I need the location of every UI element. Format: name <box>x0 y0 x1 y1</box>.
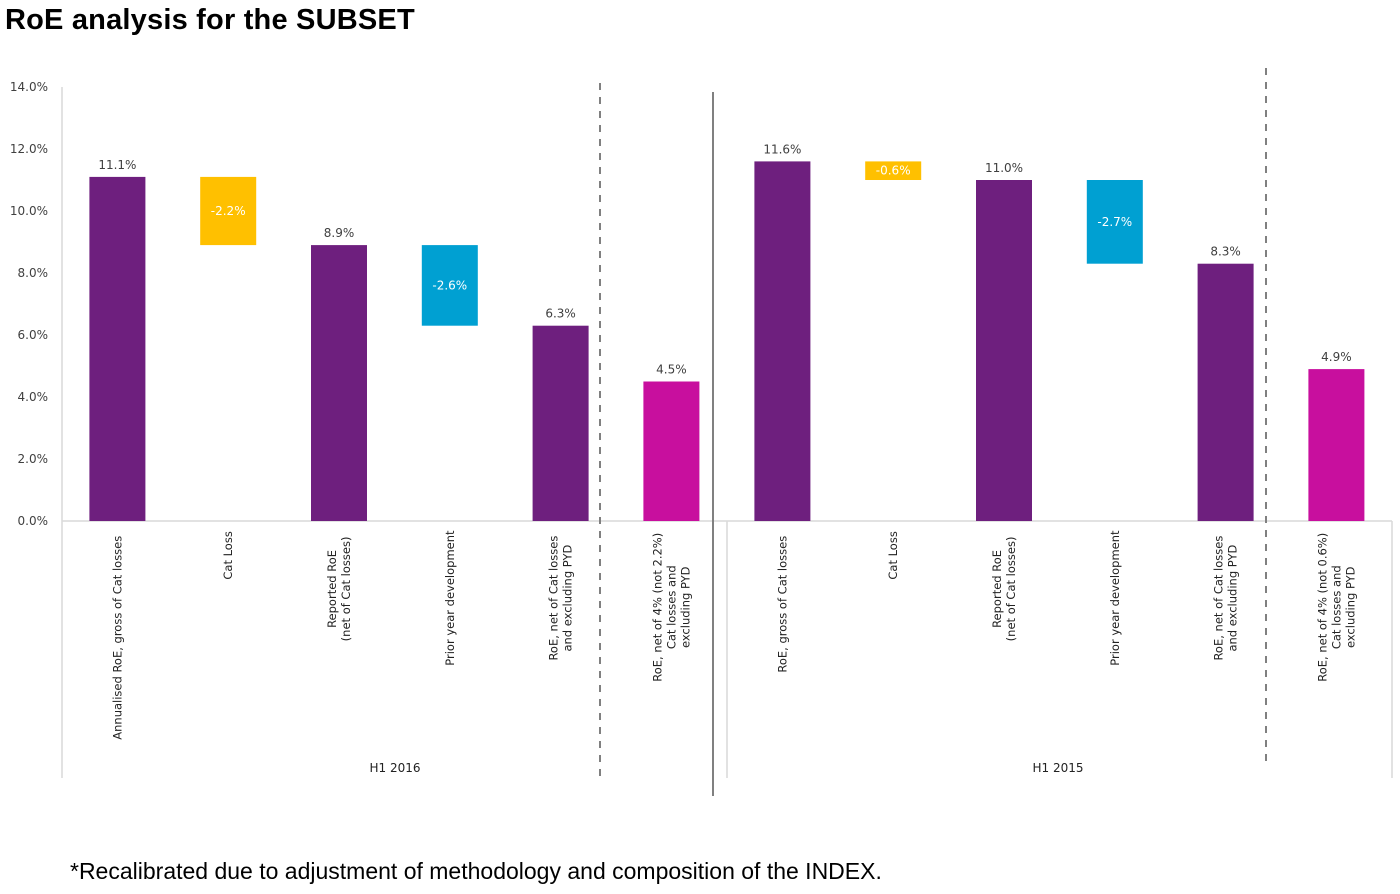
category-label: Prior year development <box>443 530 457 666</box>
bar-total <box>311 245 367 521</box>
separators <box>599 68 1267 796</box>
data-label: -2.2% <box>211 204 246 218</box>
data-label: -2.6% <box>432 278 467 292</box>
category-label-line: and excluding PYD <box>561 545 575 652</box>
bar-total <box>754 161 811 521</box>
data-label: 6.3% <box>545 307 576 321</box>
data-label: 11.6% <box>763 142 801 156</box>
category-label-line: Cat losses and <box>664 565 678 649</box>
category-label: Annualised RoE, gross of Cat losses <box>110 536 124 740</box>
category-label-line: RoE, gross of Cat losses <box>775 536 789 673</box>
category-label-line: Annualised RoE, gross of Cat losses <box>110 536 124 740</box>
group-label: H1 2015 <box>1032 761 1083 775</box>
data-label: -2.7% <box>1097 215 1132 229</box>
category-label-line: RoE, net of 4% (not 2.2%) <box>650 533 664 682</box>
y-tick-label: 2.0% <box>18 452 49 466</box>
category-label-line: excluding PYD <box>678 566 692 648</box>
bar-pyd <box>1086 180 1143 264</box>
bar-pyd <box>421 245 478 326</box>
category-label: RoE, net of Cat lossesand excluding PYD <box>547 536 575 661</box>
category-label: Cat Loss <box>886 531 900 579</box>
category-label-line: Cat losses and <box>1329 565 1343 649</box>
category-label-line: Prior year development <box>1108 530 1122 666</box>
category-label: Reported RoE(net of Cat losses) <box>325 537 353 642</box>
data-label: -0.6% <box>876 164 911 178</box>
category-label: RoE, net of 4% (not 2.2%)Cat losses ande… <box>650 533 692 682</box>
bar-total <box>89 176 146 521</box>
bars <box>89 161 1365 521</box>
category-label-line: Prior year development <box>443 530 457 666</box>
data-label: 11.1% <box>98 158 136 172</box>
category-label: RoE, net of 4% (not 0.6%)Cat losses ande… <box>1315 533 1357 682</box>
category-label-line: Reported RoE <box>325 550 339 628</box>
category-label-line: RoE, net of 4% (not 0.6%) <box>1315 533 1329 682</box>
y-tick-label: 8.0% <box>18 266 49 280</box>
bar-cat_loss <box>865 161 922 180</box>
axes: 0.0% 2.0% 4.0% 6.0% 8.0% 10.0% 12.0% 14.0% <box>10 80 1393 778</box>
category-label: Reported RoE(net of Cat losses) <box>990 537 1018 642</box>
data-label: 11.0% <box>985 161 1023 175</box>
category-label-line: excluding PYD <box>1343 566 1357 648</box>
group-label: H1 2016 <box>369 761 420 775</box>
category-label: Prior year development <box>1108 530 1122 666</box>
bar-total <box>532 325 589 521</box>
y-tick-label: 10.0% <box>10 204 48 218</box>
bar-adjusted <box>643 381 700 521</box>
data-label: 8.9% <box>324 226 355 240</box>
y-tick-label: 0.0% <box>18 514 49 528</box>
category-label-line: RoE, net of Cat losses <box>547 536 561 661</box>
bar-total <box>976 180 1032 521</box>
bar-total <box>1197 263 1254 521</box>
category-label-line: RoE, net of Cat losses <box>1212 536 1226 661</box>
footnote: *Recalibrated due to adjustment of metho… <box>70 858 882 884</box>
y-tick-label: 12.0% <box>10 142 48 156</box>
bar-cat_loss <box>200 176 257 246</box>
category-label: RoE, gross of Cat losses <box>775 536 789 673</box>
category-label-line: Cat Loss <box>221 531 235 579</box>
data-label: 4.9% <box>1321 350 1352 364</box>
page-title: RoE analysis for the SUBSET <box>5 4 415 36</box>
category-label-line: (net of Cat losses) <box>339 537 353 642</box>
y-tick-label: 14.0% <box>10 80 48 94</box>
bar-adjusted <box>1308 369 1365 521</box>
y-tick-label: 4.0% <box>18 390 49 404</box>
category-label: RoE, net of Cat lossesand excluding PYD <box>1212 536 1240 661</box>
data-labels: 11.1% -2.2% 8.9% -2.6% 6.3% 4.5% 11.6% -0.6% 11.… <box>98 142 1351 376</box>
category-label-line: Reported RoE <box>990 550 1004 628</box>
category-label-line: and excluding PYD <box>1226 545 1240 652</box>
category-label-line: (net of Cat losses) <box>1004 537 1018 642</box>
data-label: 4.5% <box>656 363 687 377</box>
y-tick-label: 6.0% <box>18 328 49 342</box>
category-label: Cat Loss <box>221 531 235 579</box>
data-label: 8.3% <box>1210 245 1241 259</box>
category-label-line: Cat Loss <box>886 531 900 579</box>
category-labels: Annualised RoE, gross of Cat losses Cat L… <box>110 530 1357 775</box>
